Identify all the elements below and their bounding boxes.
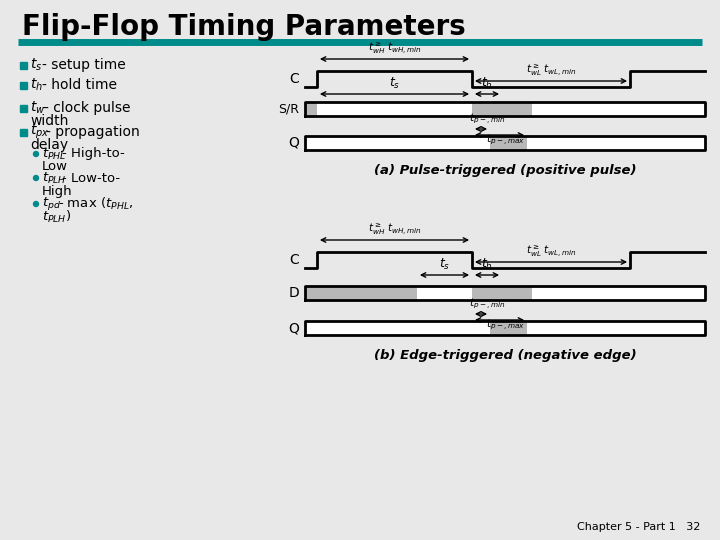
- Bar: [305, 286, 417, 300]
- Bar: [305, 321, 490, 335]
- Text: $t_h$: $t_h$: [30, 77, 43, 93]
- Text: $t_{wL}^{\geq}\ t_{wL,min}$: $t_{wL}^{\geq}\ t_{wL,min}$: [526, 63, 576, 78]
- Bar: [305, 136, 490, 150]
- Text: $t_s$: $t_s$: [439, 257, 450, 272]
- Text: $t_w$: $t_w$: [30, 100, 45, 116]
- Text: $t_s$: $t_s$: [30, 57, 42, 73]
- Text: $t_{PLH}$: $t_{PLH}$: [42, 171, 67, 186]
- Text: $t_s$: $t_s$: [389, 76, 400, 91]
- Text: Low: Low: [42, 160, 68, 173]
- Text: $t_{PLH}$): $t_{PLH}$): [42, 209, 71, 225]
- Text: $t_{pd}$: $t_{pd}$: [42, 195, 61, 213]
- Bar: [20, 129, 27, 136]
- Text: $t_{wH}^{\geq}\ t_{wH,min}$: $t_{wH}^{\geq}\ t_{wH,min}$: [368, 221, 421, 237]
- Text: S/R: S/R: [278, 103, 299, 116]
- Bar: [472, 102, 532, 116]
- Bar: [490, 136, 527, 150]
- Text: $t_{px}$: $t_{px}$: [30, 123, 50, 141]
- Text: $t_{PHL}$: $t_{PHL}$: [42, 146, 66, 161]
- Bar: [527, 321, 705, 335]
- Bar: [20, 62, 27, 69]
- Text: Flip-Flop Timing Parameters: Flip-Flop Timing Parameters: [22, 13, 466, 41]
- Text: High: High: [42, 185, 73, 198]
- Text: $t_{p-,max}$: $t_{p-,max}$: [486, 133, 525, 147]
- Text: $t_h$: $t_h$: [481, 76, 493, 91]
- Text: - propagation: - propagation: [46, 125, 140, 139]
- Bar: [20, 82, 27, 89]
- Circle shape: [34, 176, 38, 180]
- Text: C: C: [289, 253, 299, 267]
- Text: (b) Edge-triggered (negative edge): (b) Edge-triggered (negative edge): [374, 349, 636, 362]
- Bar: [317, 102, 472, 116]
- Text: - setup time: - setup time: [42, 58, 126, 72]
- Text: Q: Q: [288, 321, 299, 335]
- Text: - max ($t_{PHL}$,: - max ($t_{PHL}$,: [58, 196, 133, 212]
- Bar: [305, 102, 317, 116]
- Text: width: width: [30, 114, 68, 128]
- Text: D: D: [288, 286, 299, 300]
- Text: $t_{wL}^{\geq}\ t_{wL,min}$: $t_{wL}^{\geq}\ t_{wL,min}$: [526, 244, 576, 259]
- Circle shape: [34, 152, 38, 157]
- Text: - Low-to-: - Low-to-: [62, 172, 120, 185]
- Text: – clock pulse: – clock pulse: [42, 101, 130, 115]
- Bar: [20, 105, 27, 111]
- Bar: [472, 286, 532, 300]
- Circle shape: [34, 201, 38, 206]
- Bar: [532, 102, 705, 116]
- Text: delay: delay: [30, 138, 68, 152]
- Bar: [417, 286, 472, 300]
- Bar: [490, 321, 527, 335]
- Text: - hold time: - hold time: [42, 78, 117, 92]
- Text: $t_h$: $t_h$: [481, 257, 493, 272]
- Text: $t_{p-,min}$: $t_{p-,min}$: [469, 296, 505, 311]
- Text: - High-to-: - High-to-: [62, 147, 125, 160]
- Text: (a) Pulse-triggered (positive pulse): (a) Pulse-triggered (positive pulse): [374, 164, 636, 177]
- Text: C: C: [289, 72, 299, 86]
- Text: Q: Q: [288, 136, 299, 150]
- Text: $t_{p-,min}$: $t_{p-,min}$: [469, 112, 505, 126]
- Text: $t_{wH}^{\geq}\ t_{wH,min}$: $t_{wH}^{\geq}\ t_{wH,min}$: [368, 40, 421, 56]
- Bar: [532, 286, 705, 300]
- Text: Chapter 5 - Part 1   32: Chapter 5 - Part 1 32: [577, 522, 700, 532]
- Bar: [527, 136, 705, 150]
- Text: $t_{p-,max}$: $t_{p-,max}$: [486, 318, 525, 333]
